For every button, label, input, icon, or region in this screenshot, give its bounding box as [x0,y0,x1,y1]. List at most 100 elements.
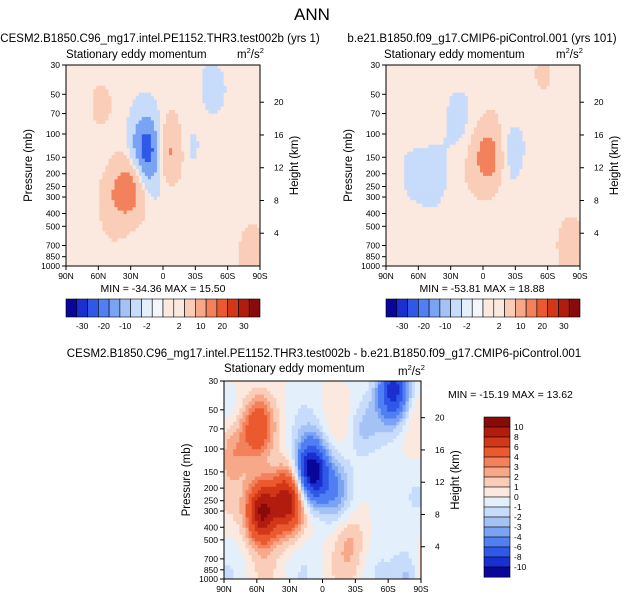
heatmap-cell [184,123,188,128]
heatmap-cell [479,116,484,121]
heatmap-cell [181,71,185,76]
heatmap-cell [473,127,478,132]
heatmap-cell [214,144,218,149]
heatmap-cell [147,210,152,215]
heatmap-cell [419,110,423,114]
heatmap-cell [425,120,429,125]
heatmap-cell [401,123,405,128]
heatmap-cell [99,116,103,121]
heatmap-cell [202,137,206,142]
heatmap-cell [483,65,487,69]
heatmap-cell [205,68,209,73]
heatmap-cell [440,120,444,125]
heatmap-cell [141,227,146,232]
heatmap-cell [141,96,146,101]
heatmap-cell [66,137,70,142]
heatmap-cell [211,141,215,146]
heatmap-cell [223,110,228,114]
heatmap-cell [196,78,200,83]
heatmap-cell [247,116,252,121]
heatmap-cell [150,158,155,163]
heatmap-cell [413,110,417,114]
heatmap-cell [175,162,179,166]
heatmap-cell [220,245,225,250]
heatmap-cell [208,189,212,194]
heatmap-cell [150,75,155,80]
heatmap-cell [250,68,255,73]
heatmap-cell [193,99,197,104]
heatmap-cell [81,252,85,257]
heatmap-cell [153,158,158,163]
heatmap-cell [238,116,243,121]
heatmap-cell [217,186,221,191]
heatmap-cell [211,252,215,257]
heatmap-cell [120,210,124,215]
heatmap-cell [166,259,170,263]
heatmap-cell [522,85,526,90]
heatmap-cell [105,110,109,114]
heatmap-cell [108,130,112,135]
heatmap-cell [141,137,146,142]
heatmap-cell [395,75,399,80]
heatmap-cell [543,85,548,90]
heatmap-cell [99,158,103,163]
heatmap-cell [410,96,414,101]
heatmap-cell [69,165,73,170]
heatmap-cell [111,78,115,83]
heatmap-cell [108,186,112,191]
heatmap-cell [256,227,261,232]
heatmap-cell [184,227,188,232]
heatmap-cell [570,103,575,107]
heatmap-cell [117,259,121,263]
heatmap-cell [81,203,85,208]
heatmap-cell [522,103,526,107]
heatmap-cell [96,82,100,87]
heatmap-cell [126,127,131,132]
heatmap-cell [84,165,88,170]
heatmap-cell [483,116,487,121]
heatmap-cell [144,262,149,267]
heatmap-cell [187,234,191,239]
heatmap-cell [389,71,393,76]
heatmap-cell [178,200,182,205]
heatmap-cell [211,148,215,153]
heatmap-cell [214,151,218,156]
heatmap-cell [123,113,128,118]
heatmap-cell [138,245,143,250]
heatmap-cell [90,227,94,232]
heatmap-cell [467,127,472,132]
heatmap-cell [404,85,408,90]
heatmap-cell [458,68,463,73]
heatmap-cell [141,248,146,253]
heatmap-cell [229,71,234,76]
heatmap-cell [401,92,405,97]
heatmap-cell [96,186,100,191]
heatmap-cell [184,234,188,239]
heatmap-cell [205,252,209,257]
heatmap-cell [473,110,478,114]
heatmap-cell [187,259,191,263]
heatmap-cell [413,123,417,128]
heatmap-cell [250,78,255,83]
heatmap-cell [190,78,194,83]
heatmap-cell [78,120,82,125]
heatmap-cell [419,68,423,73]
heatmap-cell [232,144,237,149]
heatmap-cell [476,99,481,104]
heatmap-cell [205,144,209,149]
heatmap-cell [513,116,517,121]
heatmap-cell [199,116,203,121]
x-tick-label: 90N [58,271,74,281]
heatmap-cell [226,141,231,146]
heatmap-cell [163,168,167,173]
heatmap-cell [129,165,134,170]
heatmap-cell [250,196,255,201]
heatmap-cell [193,210,197,215]
heatmap-cell [78,116,82,121]
heatmap-cell [132,259,137,263]
heatmap-cell [479,68,484,73]
heatmap-cell [81,168,85,173]
heatmap-cell [256,245,261,250]
heatmap-cell [214,141,218,146]
heatmap-cell [72,106,76,111]
